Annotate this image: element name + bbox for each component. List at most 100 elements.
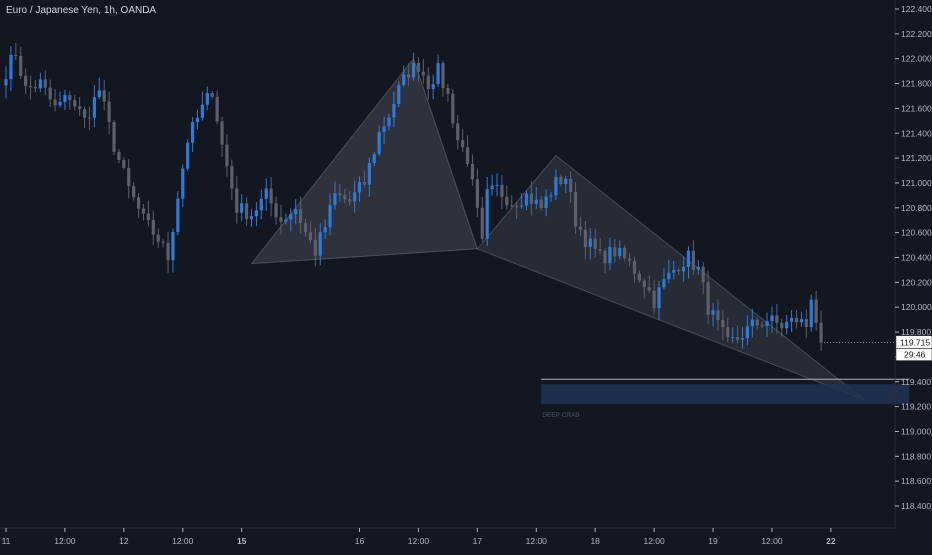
time-axis[interactable]: 11 12:00 12 12:00 15 16 12:00 17 12:00 18 12:00 19 1…: [0, 527, 932, 546]
candle-body: [426, 75, 430, 90]
candle-body: [623, 247, 627, 259]
candle-body: [353, 192, 357, 202]
candle-body: [735, 337, 740, 340]
candle-body: [141, 208, 146, 214]
candle-body: [343, 195, 347, 200]
candle-body: [515, 205, 519, 207]
pattern-xab-triangle: [250, 57, 479, 265]
price-labels: 119.715 29:46: [824, 335, 932, 361]
candle-body: [642, 280, 646, 288]
candle-body: [303, 222, 308, 233]
candle-body: [112, 122, 116, 152]
symbol-title[interactable]: Euro / Japanese Yen, 1h, OANDA: [6, 5, 157, 16]
candle-body: [249, 216, 254, 220]
candle-body: [470, 163, 475, 180]
time-tick-label: 15: [237, 536, 247, 546]
candle-body: [122, 159, 126, 168]
candle-body: [819, 322, 823, 343]
candle-body: [210, 92, 214, 97]
candle-body: [785, 321, 789, 329]
candle-body: [24, 75, 28, 87]
candle-body: [657, 287, 661, 309]
price-tick-label: 122.400: [901, 4, 932, 14]
candle-body: [200, 104, 204, 118]
time-tick-label: 18: [590, 536, 600, 546]
candle-body: [102, 90, 106, 102]
candle-body: [357, 182, 362, 193]
candle-body: [279, 217, 283, 222]
candle-body: [451, 93, 455, 124]
candle-body: [190, 122, 195, 143]
candle-body: [809, 299, 813, 328]
candle-body: [500, 184, 504, 197]
candle-body: [588, 238, 592, 247]
candle-body: [740, 338, 745, 340]
candle-body: [539, 199, 543, 208]
candle-body: [392, 103, 396, 118]
price-tick-label: 121.200: [901, 153, 932, 163]
candle-body: [362, 182, 367, 185]
candle-body: [68, 95, 72, 101]
candle-body: [480, 207, 484, 239]
candle-body: [299, 209, 303, 223]
candle-body: [82, 109, 87, 118]
candle-body: [43, 79, 47, 88]
candle-body: [215, 96, 219, 122]
candle-body: [456, 123, 460, 141]
candle-body: [235, 188, 239, 213]
candle-body: [686, 250, 691, 267]
candle-body: [323, 227, 327, 233]
candle-body: [485, 189, 489, 239]
candle-body: [318, 232, 322, 256]
candle-body: [716, 310, 720, 321]
candle-body: [107, 101, 111, 123]
candle-body: [92, 97, 96, 118]
candle-body: [136, 197, 141, 209]
candle-body: [166, 242, 170, 261]
current-price-label: 119.715: [900, 338, 930, 348]
price-tick-label: 121.800: [901, 79, 932, 89]
price-tick-label: 119.200: [901, 402, 931, 412]
time-tick-label: 12:00: [54, 536, 76, 546]
candle-body: [186, 142, 190, 169]
candle-body: [313, 240, 317, 256]
time-tick-label: 12: [119, 536, 129, 546]
candle-body: [534, 199, 538, 204]
candle-body: [490, 185, 494, 190]
candle-body: [171, 232, 175, 261]
candle-body: [770, 315, 774, 322]
candle-body: [4, 79, 8, 86]
candle-body: [691, 250, 695, 270]
candle-body: [181, 168, 185, 199]
candle-body: [151, 219, 155, 235]
candle-body: [372, 153, 376, 164]
candle-body: [28, 86, 33, 88]
candle-body: [544, 196, 548, 208]
candle-body: [441, 63, 445, 89]
candle-body: [647, 287, 651, 291]
prz-zone: [541, 384, 910, 405]
candle-body: [127, 167, 131, 187]
candle-body: [48, 87, 52, 100]
price-tick-label: 119.000: [901, 426, 931, 436]
candle-body: [156, 234, 160, 242]
time-tick-label: 17: [473, 536, 483, 546]
candle-body: [711, 310, 715, 315]
candle-body: [87, 117, 92, 119]
pattern-name-label: DEEP CRAB: [542, 412, 579, 419]
candle-body: [274, 203, 278, 218]
candle-body: [132, 186, 136, 198]
candle-body: [367, 163, 371, 185]
candle-body: [799, 319, 804, 323]
candle-body: [402, 74, 406, 86]
price-tick-label: 120.800: [901, 203, 932, 213]
countdown-label: 29:46: [904, 350, 926, 360]
candle-body: [672, 269, 676, 273]
candle-body: [608, 246, 612, 264]
candle-body: [569, 178, 573, 193]
time-tick-label: 12:00: [643, 536, 665, 546]
candle-body: [73, 100, 77, 107]
candle-body: [78, 106, 82, 110]
